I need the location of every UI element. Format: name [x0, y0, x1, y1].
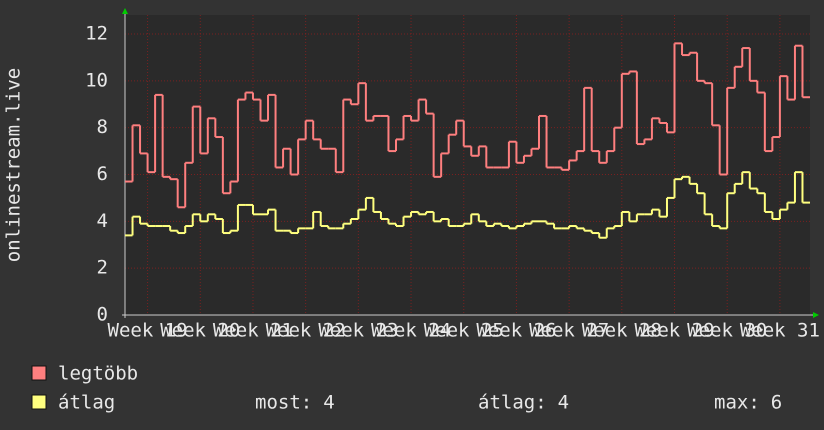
legend-label: átlag [58, 392, 115, 414]
x-tick-label: Week 20 [160, 320, 240, 342]
stat-value: 4 [558, 392, 569, 414]
axis-arrow [122, 8, 128, 14]
y-tick-label: 0 [97, 304, 108, 326]
y-tick-label: 10 [85, 69, 108, 91]
y-tick-label: 4 [97, 210, 108, 232]
axis-arrow [813, 312, 819, 318]
x-tick-label: Week 23 [318, 320, 398, 342]
legend-swatch [31, 365, 47, 381]
x-tick-label: Week 21 [213, 320, 293, 342]
x-tick-label: Week 29 [634, 320, 714, 342]
stat-value: 4 [323, 392, 334, 414]
y-tick-label: 6 [97, 163, 108, 185]
x-tick-label: Week 31 [740, 320, 820, 342]
x-tick-label: Week 30 [687, 320, 767, 342]
legend-swatch [31, 394, 47, 410]
x-tick-label: Week 22 [266, 320, 346, 342]
stat-label: max: [714, 392, 760, 414]
stat-label: átlag: [478, 392, 547, 414]
x-tick-label: Week 19 [108, 320, 188, 342]
y-tick-label: 12 [85, 23, 108, 45]
x-tick-label: Week 25 [424, 320, 504, 342]
stat-value: 6 [771, 392, 782, 414]
plot-area [125, 15, 810, 315]
y-tick-label: 2 [97, 257, 108, 279]
x-tick-label: Week 28 [582, 320, 662, 342]
y-tick-label: 8 [97, 116, 108, 138]
x-tick-label: Week 26 [476, 320, 556, 342]
x-tick-label: Week 27 [529, 320, 609, 342]
y-axis-label: onlinestream.live [3, 68, 25, 262]
legend-label: legtöbb [58, 363, 138, 385]
stat-label: most: [255, 392, 312, 414]
x-tick-label: Week 24 [371, 320, 451, 342]
